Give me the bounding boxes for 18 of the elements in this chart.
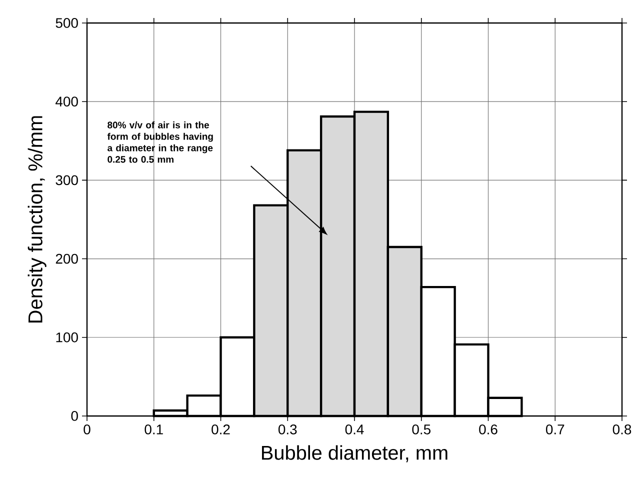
x-tick-label: 0.4: [345, 424, 364, 434]
y-tick-label: 400: [56, 96, 78, 107]
x-tick-label: 0.3: [278, 424, 297, 434]
x-tick-label: 0.8: [612, 424, 632, 434]
y-tick-label: 100: [56, 332, 78, 342]
x-axis-title: Bubble diameter, mm: [262, 445, 448, 462]
y-tick-label: 0: [71, 411, 78, 421]
annotation: 80% v/v of air is in the form of bubbles having a diameter in the range 0.25 to 0.5 mm: [107, 121, 213, 163]
y-axis-title: Density function, %/mm: [28, 116, 46, 322]
x-tick-label: 0.2: [212, 424, 230, 434]
x-tick-label: 0.7: [546, 424, 564, 434]
x-tick-label: 0.1: [144, 424, 163, 434]
x-tick-label: 0.5: [412, 424, 430, 434]
y-tick-label: 300: [56, 175, 78, 186]
x-tick-label: 0: [84, 424, 90, 434]
y-tick-label: 500: [56, 18, 78, 28]
y-tick-label: 200: [56, 254, 78, 264]
x-tick-label: 0.6: [479, 424, 498, 434]
